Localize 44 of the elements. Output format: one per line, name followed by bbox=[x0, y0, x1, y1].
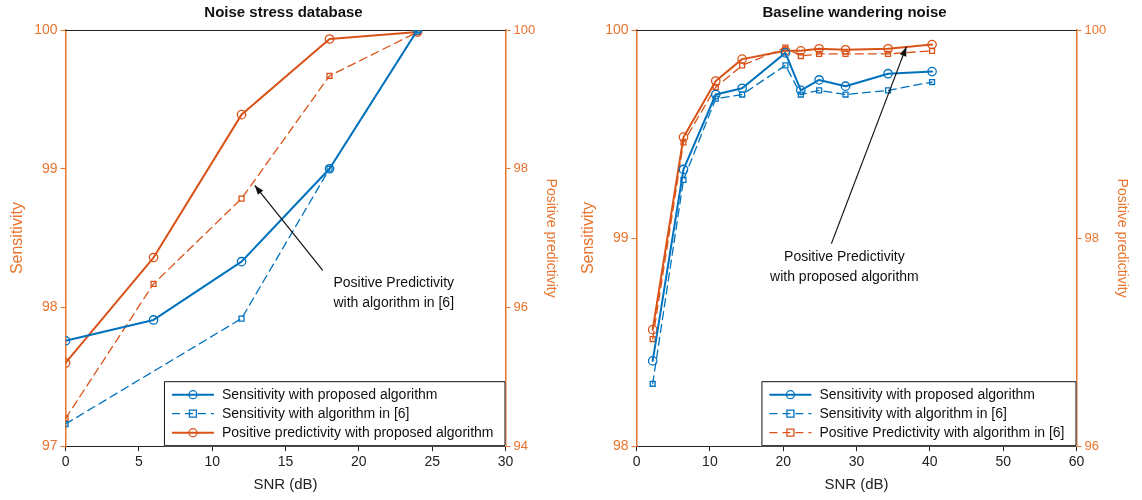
x-axis-title: SNR (dB) bbox=[253, 475, 318, 493]
y-axis-title: Sensitivity bbox=[8, 202, 26, 275]
y-tick-label: 99 bbox=[612, 228, 629, 245]
x-tick-label: 25 bbox=[424, 453, 441, 470]
y2-tick-label: 98 bbox=[513, 160, 528, 176]
chart-title: Noise stress database bbox=[204, 3, 363, 21]
legend-label: Positive Predictivity with algorithm in [6] bbox=[819, 423, 1065, 440]
x-tick-label: 40 bbox=[922, 453, 938, 470]
y2-axis-title: Positive predictivity bbox=[543, 178, 560, 298]
y-tick-label: 100 bbox=[605, 20, 629, 37]
chart-title: Baseline wandering noise bbox=[762, 3, 947, 21]
annotation: Positive Predictivity with proposed algorithm bbox=[769, 247, 919, 284]
x-tick-label: 60 bbox=[1068, 453, 1085, 470]
legend-label: Sensitivity with algorithm in [6] bbox=[819, 404, 1007, 421]
x-tick-label: 20 bbox=[775, 453, 792, 470]
x-tick-label: 10 bbox=[702, 453, 718, 470]
y2-tick-label: 98 bbox=[1084, 229, 1099, 245]
legend-label: Sensitivity with proposed algorithm bbox=[819, 385, 1035, 402]
y2-tick-label: 100 bbox=[1084, 21, 1107, 37]
x-tick-label: 0 bbox=[61, 453, 70, 470]
x-tick-label: 50 bbox=[995, 453, 1012, 470]
y2-tick-label: 96 bbox=[1084, 437, 1099, 453]
y-tick-label: 98 bbox=[41, 298, 58, 315]
x-tick-label: 0 bbox=[632, 453, 641, 470]
x-tick-label: 10 bbox=[204, 453, 221, 470]
y2-tick-label: 96 bbox=[513, 299, 528, 315]
y-tick-label: 99 bbox=[41, 159, 58, 176]
y2-tick-label: 94 bbox=[513, 437, 528, 453]
y-axis-title: Sensitivity bbox=[579, 202, 597, 275]
x-tick-label: 5 bbox=[134, 453, 143, 470]
legend-label: Positive predictivity with proposed algorithm bbox=[221, 423, 494, 440]
y-tick-label: 100 bbox=[34, 20, 58, 37]
legend-label: Sensitivity with algorithm in [6] bbox=[221, 404, 410, 421]
x-axis-title: SNR (dB) bbox=[824, 475, 889, 493]
legend-label: Sensitivity with proposed algorithm bbox=[221, 385, 438, 402]
y2-axis-title: Positive predictivity bbox=[1114, 178, 1131, 298]
x-tick-label: 30 bbox=[497, 453, 514, 470]
x-tick-label: 15 bbox=[277, 453, 294, 470]
y-tick-label: 98 bbox=[612, 437, 629, 454]
annotation: Positive Predictivity with algorithm in [6] bbox=[332, 274, 455, 311]
y2-tick-label: 100 bbox=[513, 21, 536, 37]
x-tick-label: 20 bbox=[351, 453, 367, 470]
x-tick-label: 30 bbox=[848, 453, 865, 470]
y-tick-label: 97 bbox=[41, 437, 58, 454]
